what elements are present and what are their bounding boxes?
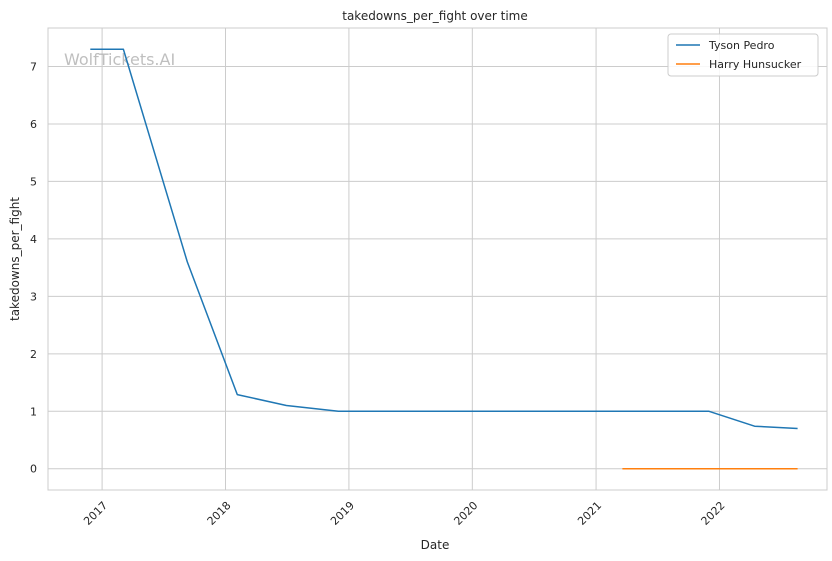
- y-tick-label: 3: [30, 290, 37, 303]
- legend-box: [667, 33, 819, 77]
- x-tick-label: 2018: [205, 499, 234, 528]
- chart-title: takedowns_per_fight over time: [342, 9, 528, 23]
- x-tick-label: 2021: [575, 499, 604, 528]
- legend-label-tyson-pedro: Tyson Pedro: [708, 39, 775, 52]
- y-axis-ticks: 0 1 2 3 4 5 6 7: [30, 61, 37, 476]
- x-tick-label: 2017: [81, 499, 110, 528]
- y-tick-label: 6: [30, 118, 37, 131]
- y-tick-label: 7: [30, 61, 37, 74]
- y-tick-label: 5: [30, 175, 37, 188]
- x-tick-label: 2019: [328, 499, 357, 528]
- x-tick-label: 2022: [699, 499, 728, 528]
- y-tick-label: 4: [30, 233, 37, 246]
- x-tick-label: 2020: [451, 499, 480, 528]
- legend: Tyson Pedro Harry Hunsucker: [667, 33, 819, 77]
- grid: [48, 28, 827, 490]
- y-axis-label: takedowns_per_fight: [8, 197, 22, 321]
- series-line-tyson-pedro: [90, 48, 798, 430]
- y-tick-label: 2: [30, 348, 37, 361]
- series-layer: [90, 48, 798, 470]
- x-axis-ticks: 2017 2018 2019 2020 2021 2022: [81, 499, 727, 528]
- legend-label-harry-hunsucker: Harry Hunsucker: [709, 58, 802, 71]
- y-tick-label: 0: [30, 463, 37, 476]
- y-tick-label: 1: [30, 405, 37, 418]
- x-axis-label: Date: [421, 538, 450, 552]
- plot-frame: [47, 27, 828, 491]
- watermark: WolfTickets.AI: [64, 50, 175, 69]
